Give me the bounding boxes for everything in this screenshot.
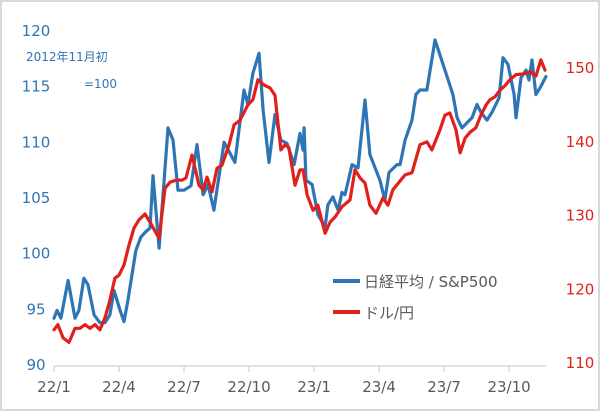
series-line-usdjpy	[52, 58, 547, 344]
x-tick-label: 23/4	[362, 378, 396, 396]
y-left-tick-label: 90	[26, 356, 45, 374]
x-tick-label: 23/1	[297, 378, 331, 396]
x-tick-label: 22/4	[102, 378, 136, 396]
y-left-tick-label: 95	[26, 300, 45, 318]
x-tick-label: 23/7	[427, 378, 461, 396]
y-right-tick-label: 150	[566, 59, 595, 77]
x-tick-label: 22/1	[37, 378, 71, 396]
legend-label-usdjpy: ドル/円	[364, 304, 414, 322]
y-left-tick-label: 120	[22, 22, 51, 40]
y-right-tick-label: 110	[566, 354, 595, 372]
legend: 日経平均 / S&P500 ドル/円	[333, 273, 497, 322]
x-tick-label: 23/10	[487, 378, 530, 396]
annotation-base-value: =100	[84, 77, 117, 91]
y-right-tick-label: 130	[566, 207, 595, 225]
y-right-tick-label: 120	[566, 280, 595, 298]
annotation-base-date: 2012年11月初	[26, 50, 108, 64]
y-left-tick-label: 110	[22, 133, 51, 151]
y-left-tick-label: 105	[22, 189, 51, 207]
series-lines	[52, 38, 548, 344]
y-left-tick-label: 115	[22, 78, 51, 96]
axes: 22/1 22/4 22/7 22/10 23/1 23/4 23/7 23/10 90 95 10…	[22, 22, 595, 396]
series-line-nikkei-sp500	[52, 38, 548, 325]
x-tick-label: 22/7	[167, 378, 201, 396]
legend-label-nikkei-sp500: 日経平均 / S&P500	[364, 273, 497, 291]
y-right-tick-label: 140	[566, 133, 595, 151]
x-tick-label: 22/10	[227, 378, 270, 396]
y-left-tick-label: 100	[22, 245, 51, 263]
